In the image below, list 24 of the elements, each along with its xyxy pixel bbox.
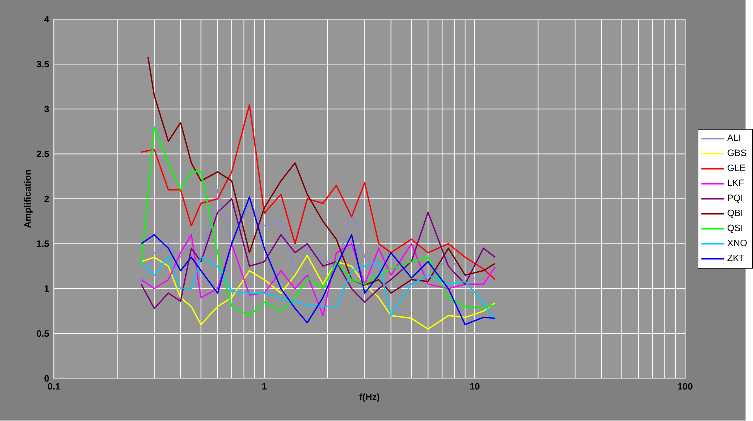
x-axis-title: f(Hz) [360,394,380,402]
legend-label: QBI [728,210,742,218]
y-tick-label: 3.5 [36,61,50,68]
y-tick-label: 0.5 [37,330,50,338]
legend-label: XNO [728,240,748,246]
legend-label: GBS [728,150,747,156]
x-tick-label: 100 [678,383,693,390]
legend-label: LKF [728,180,744,186]
y-axis-title: Amplification [24,170,33,228]
y-tick-label: 2.5 [36,150,50,158]
y-tick-label: 4 [44,16,50,23]
legend-label: PQI [728,194,742,204]
legend-label: GLE [728,164,746,172]
y-tick-label: 1 [44,286,50,292]
x-tick-label: 1 [262,383,267,390]
legend-label: QSI [728,224,742,234]
y-tick-label: 2 [44,196,50,202]
y-tick-label: 0 [44,375,50,382]
y-tick-label: 1.5 [37,240,50,248]
y-tick-label: 3 [44,106,50,113]
legend-label: ALI [727,134,740,142]
x-tick-label: 10 [470,383,480,390]
x-tick-label: 0.1 [48,383,60,390]
legend-label: ZKT [728,255,745,262]
